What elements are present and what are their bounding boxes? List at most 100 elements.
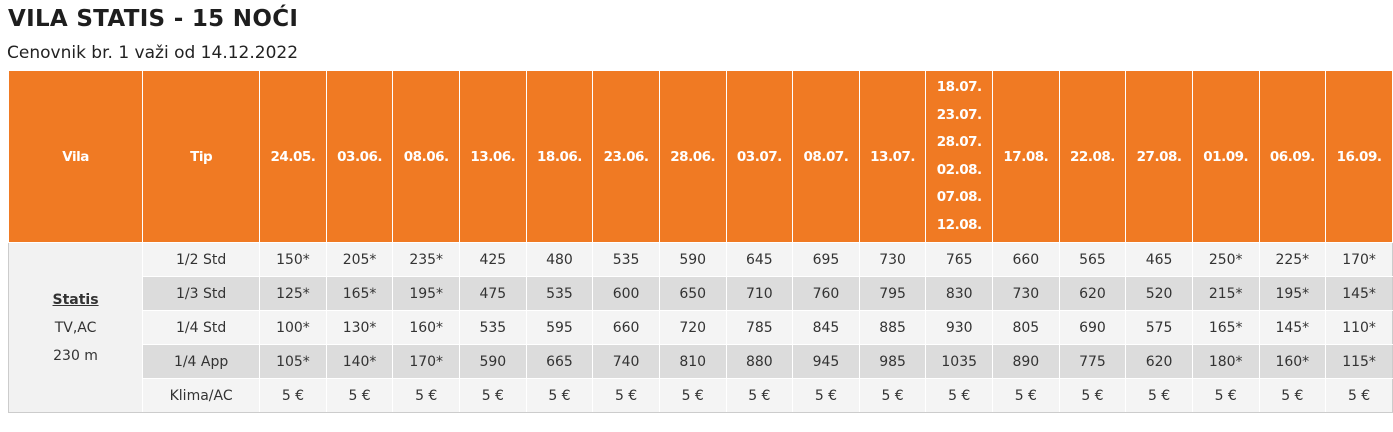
price-cell: 650 [658, 276, 727, 311]
price-cell: 845 [792, 310, 860, 345]
price-cell: 885 [858, 310, 927, 345]
room-type: 1/3 Std [142, 276, 261, 311]
price-cell: 660 [592, 310, 660, 345]
price-cell: 765 [925, 242, 994, 277]
column-header: 16.09. [1325, 70, 1393, 243]
price-cell: 620 [1058, 276, 1127, 311]
price-cell: 645 [725, 242, 794, 277]
table-row: 1/3 Std 125* 165* 195* 475 535 600 650 710 760 795… [9, 276, 1393, 311]
price-cell: 115* [1325, 344, 1393, 379]
price-cell: 480 [525, 242, 594, 277]
price-cell: 145* [1325, 276, 1393, 311]
price-cell: 125* [259, 276, 327, 311]
villa-link[interactable]: Statis [52, 291, 99, 308]
price-cell: 160* [1258, 344, 1327, 379]
price-cell: 235* [392, 242, 461, 277]
price-cell: 730 [858, 242, 927, 277]
price-cell: 180* [1191, 344, 1260, 379]
price-cell: 170* [1325, 242, 1393, 277]
price-cell: 150* [259, 242, 327, 277]
price-cell: 695 [792, 242, 860, 277]
column-header: 23.06. [592, 70, 660, 243]
price-cell: 1035 [925, 344, 994, 379]
villa-info: 230 m [53, 347, 98, 364]
price-cell: 160* [392, 310, 461, 345]
header-line: 23.07. [936, 106, 982, 123]
villa-info: TV,AC [54, 319, 97, 336]
price-cell: 165* [1191, 310, 1260, 345]
price-cell: 5 € [1325, 378, 1393, 413]
price-cell: 100* [259, 310, 327, 345]
price-cell: 830 [925, 276, 994, 311]
price-cell: 5 € [459, 378, 527, 413]
price-cell: 930 [925, 310, 994, 345]
price-cell: 985 [858, 344, 927, 379]
price-cell: 105* [259, 344, 327, 379]
price-cell: 880 [725, 344, 794, 379]
price-cell: 5 € [1125, 378, 1193, 413]
price-cell: 5 € [1058, 378, 1127, 413]
price-cell: 5 € [658, 378, 727, 413]
header-line: 07.08. [936, 189, 982, 205]
column-header: 18.06. [525, 70, 594, 243]
room-type: 1/4 Std [142, 310, 261, 345]
price-cell: 590 [459, 344, 527, 379]
price-cell: 595 [525, 310, 594, 345]
column-header: 03.06. [325, 70, 394, 243]
column-header: 06.09. [1258, 70, 1327, 243]
price-cell: 660 [992, 242, 1060, 277]
villa-cell: Statis TV,AC 230 m [7, 242, 144, 413]
column-header: Vila [7, 70, 144, 243]
price-cell: 110* [1325, 310, 1393, 345]
table-row: Statis TV,AC 230 m 1/2 Std 150* 205* 235* 425 48… [7, 242, 1393, 413]
price-cell: 5 € [259, 378, 327, 413]
price-cell: 760 [792, 276, 860, 311]
price-cell: 620 [1125, 344, 1193, 379]
price-cell: 5 € [392, 378, 461, 413]
price-cell: 205* [325, 242, 394, 277]
column-header: 08.07. [792, 70, 860, 243]
price-cell: 465 [1125, 242, 1193, 277]
column-header: 27.08. [1125, 70, 1193, 243]
price-cell: 5 € [592, 378, 660, 413]
room-type: 1/2 Std [142, 242, 261, 277]
column-header: 17.08. [992, 70, 1060, 243]
price-cell: 5 € [925, 378, 994, 413]
price-cell: 425 [459, 242, 527, 277]
price-cell: 690 [1058, 310, 1127, 345]
price-cell: 795 [858, 276, 927, 311]
price-cell: 145* [1258, 310, 1327, 345]
header-line: 28.07. [936, 134, 982, 150]
price-cell: 785 [725, 310, 794, 345]
price-cell: 565 [1058, 242, 1127, 277]
price-cell: 5 € [992, 378, 1060, 413]
column-header: 18.07. 23.07. 28.07. 02.08. 07.08. 12.08. [925, 70, 994, 243]
column-header: 24.05. [259, 70, 327, 243]
price-cell: 535 [525, 276, 594, 311]
room-type: Klima/AC [142, 378, 261, 413]
price-cell: 945 [792, 344, 860, 379]
price-cell: 5 € [858, 378, 927, 413]
column-header: 28.06. [658, 70, 727, 243]
price-cell: 165* [325, 276, 394, 311]
price-cell: 5 € [325, 378, 394, 413]
price-cell: 775 [1058, 344, 1127, 379]
price-cell: 130* [325, 310, 394, 345]
price-table: Vila Tip 24.05. 03.06. 08.06. 13.06. 18.06. 23.… [7, 70, 1393, 413]
price-cell: 730 [992, 276, 1060, 311]
column-header: 08.06. [392, 70, 461, 243]
price-cell: 215* [1191, 276, 1260, 311]
price-cell: 475 [459, 276, 527, 311]
table-row: Klima/AC 5 €5 €5 €5 €5 €5 €5 €5 €5 €5 €5 … [9, 378, 1393, 413]
price-cell: 575 [1125, 310, 1193, 345]
price-cell: 810 [658, 344, 727, 379]
price-cell: 600 [592, 276, 660, 311]
header-row: Vila Tip 24.05. 03.06. 08.06. 13.06. 18.06. 23.… [7, 70, 1393, 243]
price-cell: 535 [459, 310, 527, 345]
price-cell: 170* [392, 344, 461, 379]
price-cell: 225* [1258, 242, 1327, 277]
subtitle: Cenovnik br. 1 važi od 14.12.2022 [7, 43, 299, 63]
column-header: 01.09. [1191, 70, 1260, 243]
price-cell: 250* [1191, 242, 1260, 277]
table-head: Vila Tip 24.05. 03.06. 08.06. 13.06. 18.06. 23.… [7, 70, 1393, 243]
